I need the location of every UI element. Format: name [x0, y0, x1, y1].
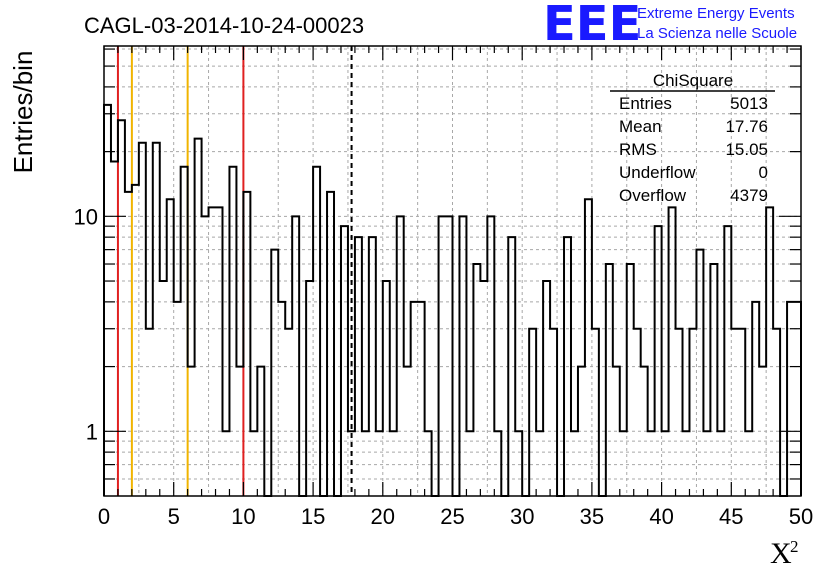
eee-logo-mark: EEE	[543, 0, 641, 52]
stats-rows: Entries 5013 Mean 17.76 RMS 15.05 Underflow 0 Ov…	[619, 94, 768, 205]
stats-row-value: 15.05	[725, 140, 768, 159]
stats-row-value: 5013	[730, 94, 768, 113]
eee-logo-line2: La Scienza nelle Scuole	[637, 25, 797, 42]
x-axis-label: X 2	[770, 537, 799, 570]
axis-ticks	[103, 46, 802, 496]
x-tick-label: 30	[510, 504, 534, 529]
stats-title: ChiSquare	[653, 71, 733, 90]
x-axis-label-base: X	[770, 537, 792, 570]
stats-box: ChiSquare Entries 5013 Mean 17.76 RMS 15.05 Un…	[610, 71, 775, 205]
eee-logo: EEE Extreme Energy Events La Scienza nel…	[543, 0, 797, 52]
x-tick-label: 45	[719, 504, 743, 529]
chart-title: CAGL-03-2014-10-24-00023	[84, 13, 364, 38]
stats-row-value: 0	[759, 163, 768, 182]
stats-row-value: 17.76	[725, 117, 768, 136]
x-tick-label: 25	[440, 504, 464, 529]
stats-row-label: Underflow	[619, 163, 696, 182]
x-tick-label: 40	[649, 504, 673, 529]
x-axis-label-superscript: 2	[790, 537, 799, 556]
x-tick-label: 15	[301, 504, 325, 529]
y-tick-label: 1	[86, 419, 98, 444]
x-tick-label: 0	[98, 504, 110, 529]
x-tick-label: 20	[371, 504, 395, 529]
eee-logo-line1: Extreme Energy Events	[637, 5, 795, 22]
x-tick-label: 35	[580, 504, 604, 529]
stats-row-label: RMS	[619, 140, 657, 159]
y-axis-label: Entries/bin	[8, 51, 38, 174]
x-tick-label: 10	[231, 504, 255, 529]
x-tick-label: 5	[168, 504, 180, 529]
stats-row-value: 4379	[730, 186, 768, 205]
stats-row-label: Entries	[619, 94, 672, 113]
stats-row-label: Mean	[619, 117, 662, 136]
y-tick-label: 10	[74, 204, 98, 229]
reference-lines	[116, 46, 353, 496]
axis-tick-labels: 0 5 10 15 20 25 30 35 40 45 50 1 10	[74, 204, 814, 529]
stats-row-label: Overflow	[619, 186, 687, 205]
x-tick-label: 50	[789, 504, 813, 529]
